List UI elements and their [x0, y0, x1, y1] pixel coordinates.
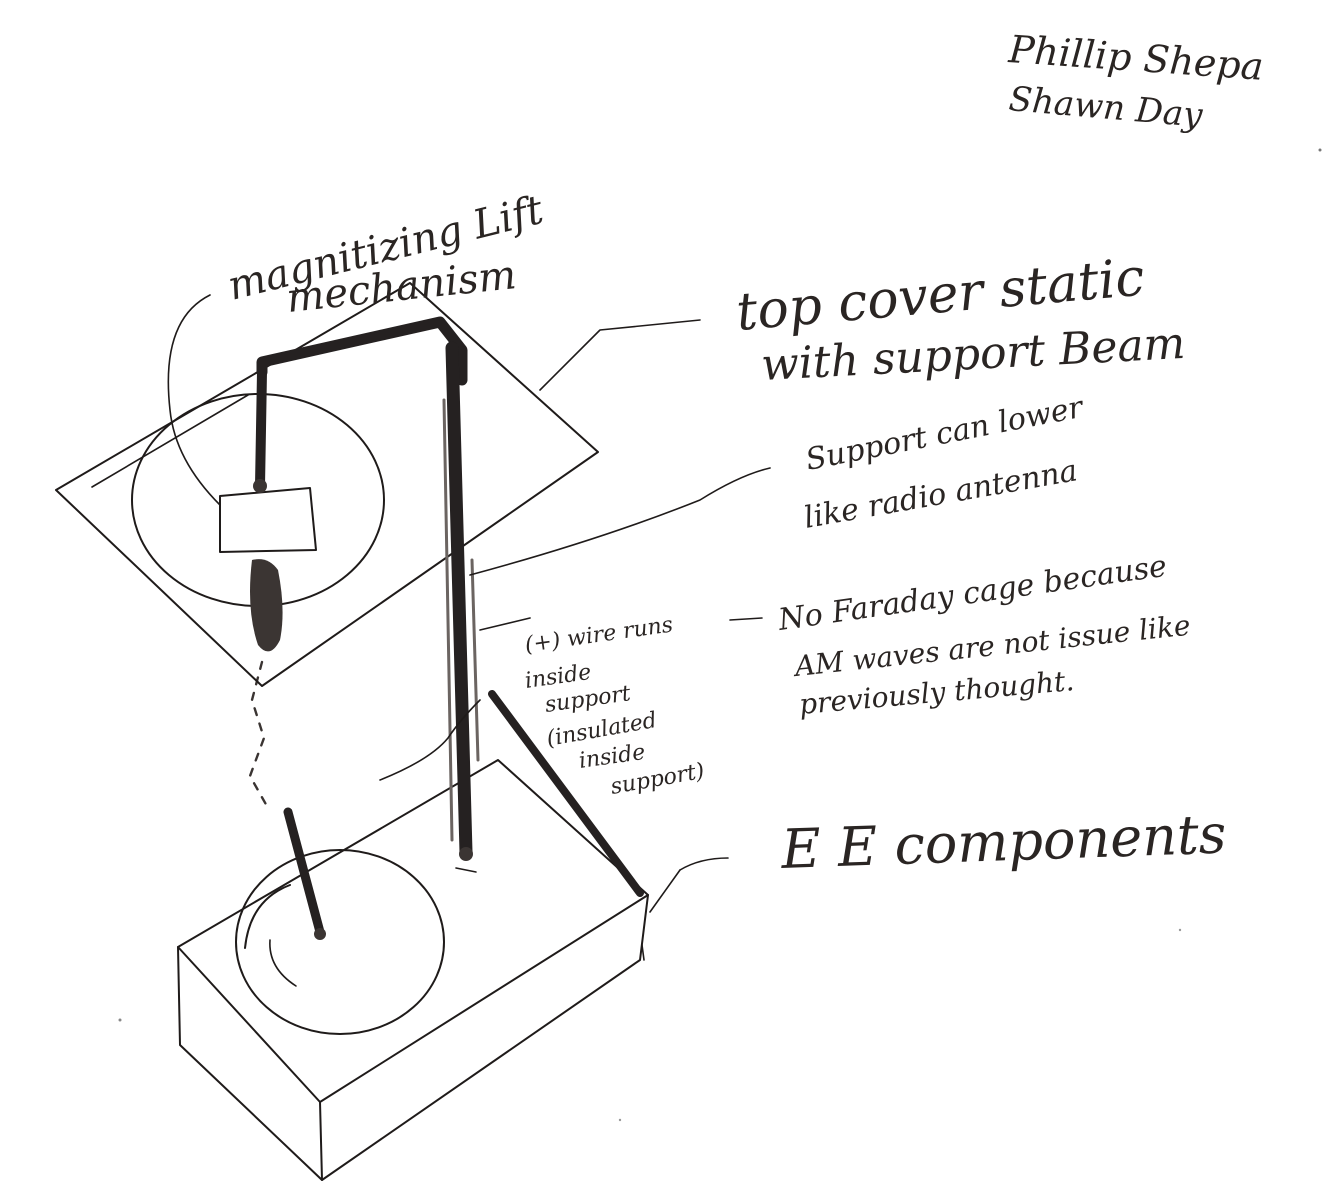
support-lower-note: Support can lower like radio antenna: [801, 390, 1087, 536]
lift-mechanism-label: magnitizing Lift mechanism: [223, 187, 548, 322]
author-name-2: Shawn Day: [1007, 79, 1205, 136]
wire-note-line-1: (+) wire runs: [523, 612, 674, 658]
top-cover-label: top cover static with support Beam: [734, 248, 1187, 391]
support-beam: [256, 316, 480, 873]
base-edge-beam: [488, 690, 644, 897]
author-name-1: Phillip Shepa: [1006, 27, 1264, 89]
faraday-note: No Faraday cage because AM waves are not…: [775, 549, 1192, 721]
author-names: Phillip Shepa Shawn Day: [1006, 27, 1264, 136]
paper-specks: [118, 148, 1322, 1122]
lift-magnet-block: [219, 367, 317, 652]
leader-lines: [167, 294, 771, 913]
base-box: [177, 759, 649, 1181]
lower-rod: [283, 807, 326, 940]
ee-components-label: E E components: [779, 802, 1227, 881]
base-coil: [235, 849, 445, 1035]
levitation-gap-line: [248, 660, 270, 810]
